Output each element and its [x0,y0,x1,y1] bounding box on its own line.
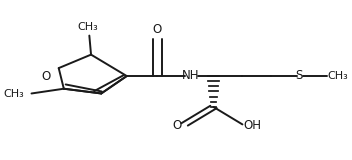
Text: NH: NH [182,69,200,82]
Text: CH₃: CH₃ [3,89,24,99]
Text: O: O [41,70,50,83]
Text: OH: OH [243,120,261,132]
Text: O: O [153,23,162,36]
Text: CH₃: CH₃ [77,22,98,32]
Text: CH₃: CH₃ [327,71,348,81]
Text: O: O [172,120,182,132]
Text: S: S [295,69,302,82]
